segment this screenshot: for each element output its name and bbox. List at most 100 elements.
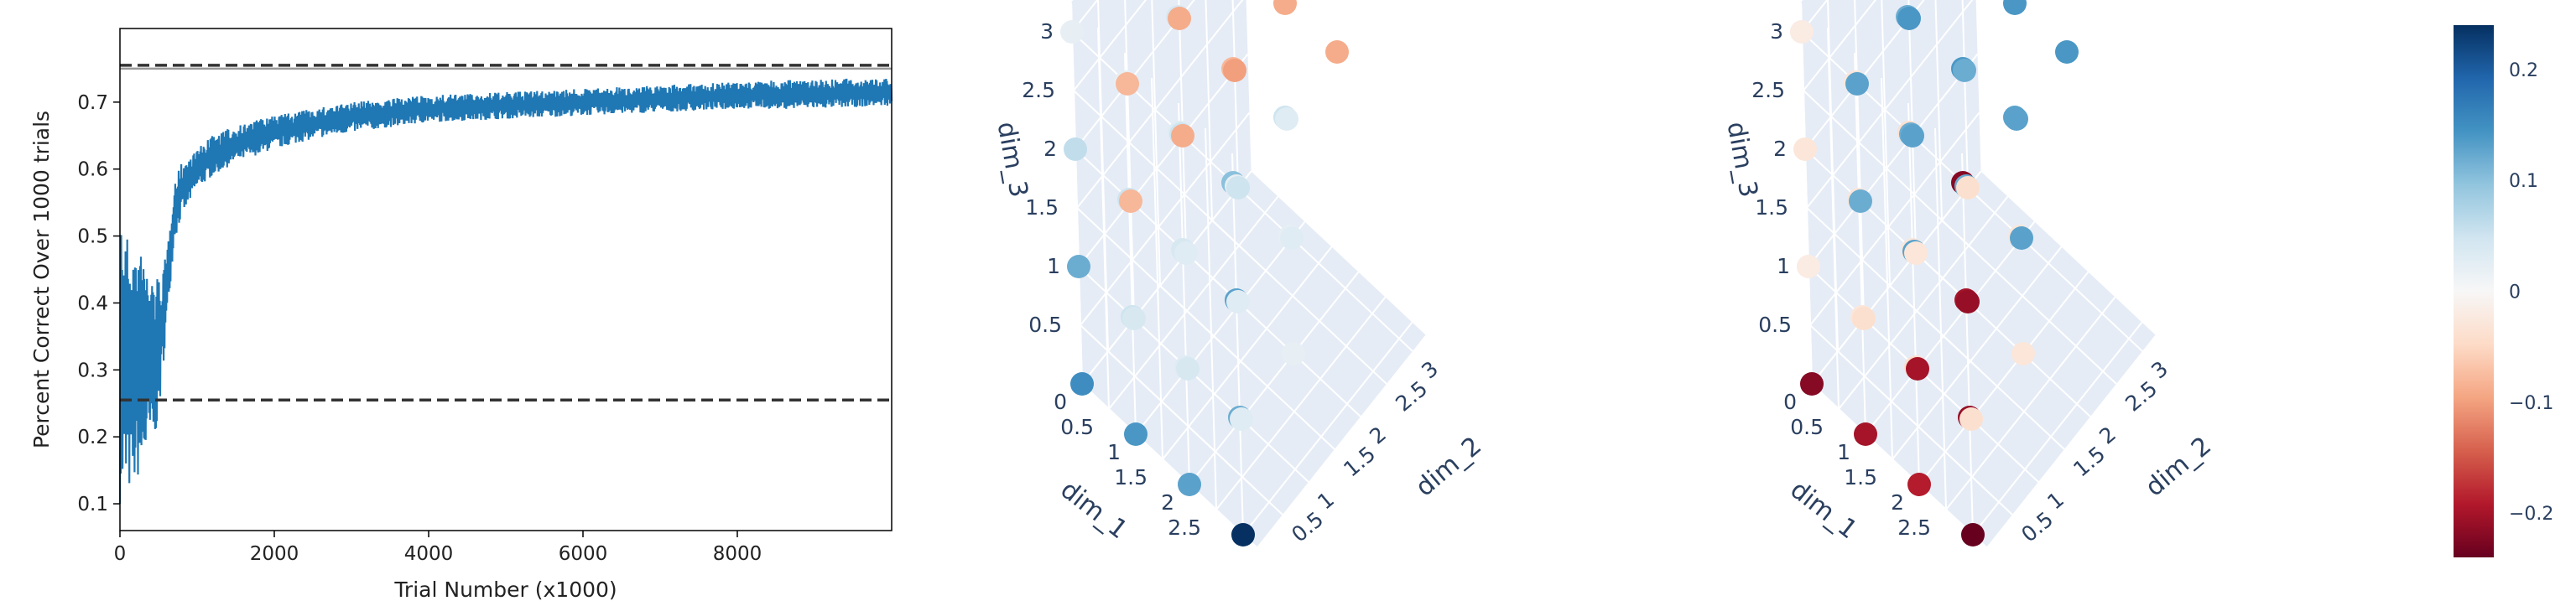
x-tick-label: 1.5 [1114,465,1147,489]
data-point [1168,7,1191,30]
z-tick-label: 1 [1777,254,1790,278]
data-point [1280,226,1304,250]
x-tick-label: 1 [1837,440,1850,464]
grid-line [1231,153,1244,536]
data-point [1959,407,1983,431]
grid-line [1907,102,1920,485]
grid-line [1803,0,1877,91]
grid-line [1178,102,1190,485]
grid-line [1934,0,1943,221]
data-point [1171,124,1194,148]
data-point [1067,255,1090,278]
y-tick-label: 2 [1365,422,1391,448]
grid-line [1838,195,2009,410]
grid-line [1081,170,1252,385]
z-axis-title: dim_3 [1721,120,1763,199]
grid-line [1934,127,1947,510]
data-point [1793,137,1817,161]
line-chart: 0 2000 4000 6000 8000 0.1 0.2 0.3 0.4 0.5 0.6 0.7 Tr… [29,28,893,602]
grid-line [1078,53,1249,267]
colorbar-tick-label: 0 [2509,282,2521,303]
grid-line [1070,2,1083,385]
y-tick-label: 3 [2147,356,2173,383]
data-point [1906,357,1929,381]
y-tick-label: 0.2 [77,427,108,448]
grid-line [1854,0,1865,319]
data-point [1122,307,1146,330]
grid-line [1854,52,1866,435]
grid-line [1231,0,1239,189]
data-point [1854,422,1877,446]
plot-frame [119,28,892,531]
y-tick-label: 0.5 [2017,507,2058,547]
x-tick-label: 2.5 [1168,515,1201,540]
grid-line [1801,31,1977,196]
data-point [1174,241,1198,265]
data-point [1953,59,1976,82]
data-point [1273,0,1297,15]
data-point [2011,342,2035,365]
data-point [1124,422,1147,446]
x-tick-label: 2 [1161,490,1174,515]
grid-line [1076,207,1252,372]
grid-line [1215,296,1387,510]
data-point [1060,20,1084,44]
y-tick-label: 0.4 [77,293,108,314]
data-point [1907,473,1931,496]
y-tick-label: 2 [2095,422,2121,448]
x-tick-label: 0.5 [1060,415,1094,439]
y-tick-label: 0.5 [77,226,108,248]
grid-line [1804,148,1980,313]
line-series [118,78,893,505]
data-point [1904,241,1928,265]
x-tick-label: 0.5 [1790,415,1824,439]
grid-line [1892,246,2063,460]
z-tick-label: 1 [1047,254,1060,278]
pane-back-right [1801,0,1981,384]
y-tick-label: 3 [1417,356,1443,383]
y-tick-label: 0.5 [1287,507,1328,547]
grid-line [1808,53,1979,267]
data-point [1852,307,1876,330]
data-point [1849,189,1872,213]
grid-line [1881,77,1893,460]
grid-line [1881,0,1891,287]
data-point [1956,290,1980,313]
data-point [2003,0,2027,15]
grid-line [1080,111,1251,326]
colorbar-tick-label: −0.2 [2509,504,2553,525]
grid-line [1972,321,2143,536]
grid-line [1806,207,1982,372]
colorbar: 0.2 0.1 0 −0.1 −0.2 [2454,25,2553,557]
grid-line [1135,220,1306,435]
z-tick-label: 0.5 [1028,313,1062,337]
data-point [1961,523,1985,546]
data-point [1282,342,1305,365]
data-point [1800,372,1824,396]
grid-line [1827,0,1839,352]
data-point [1226,290,1250,313]
data-point [1230,407,1253,431]
z-tick-label: 3 [1040,19,1054,44]
y-axis-label: Percent Correct Over 1000 trials [29,111,54,448]
data-point [1231,523,1255,546]
grid-line [1124,0,1135,319]
grid-line [1151,77,1163,460]
data-point [1178,473,1201,496]
z-tick-label: 2.5 [1022,78,1055,102]
grid-line [1808,266,1984,431]
data-point [2055,40,2079,64]
data-point [1223,59,1246,82]
x-tick-label: 4000 [404,543,454,565]
y-tick-label: 2.5 [1391,376,1432,417]
z-axis-title: dim_3 [991,120,1033,199]
y-tick-label: 1.5 [1339,442,1380,482]
grid-line [1961,153,1974,536]
grid-line [1080,324,1256,489]
data-point [1797,255,1820,278]
y-tick-label: 2.5 [2121,376,2162,417]
z-tick-label: 3 [1770,19,1783,44]
grid-line [1907,0,1917,254]
